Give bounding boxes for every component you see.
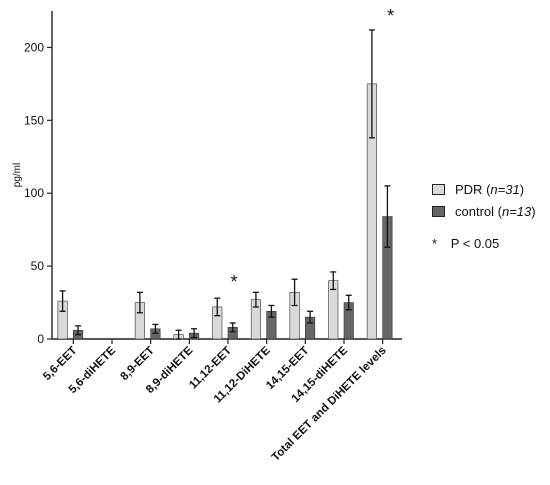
x-tick-label: 8,9-EET xyxy=(118,345,156,383)
legend-label-control: control (n=13) xyxy=(455,203,536,219)
significance-star: * xyxy=(230,272,237,292)
legend-item-pdr: PDR (n=31) xyxy=(432,178,536,200)
significance-note-marker: * xyxy=(432,236,438,251)
y-tick-label: 50 xyxy=(31,259,45,273)
significance-note-text: P < 0.05 xyxy=(450,236,500,251)
y-tick-label: 150 xyxy=(24,113,44,127)
significance-note: * P < 0.05 xyxy=(432,236,499,251)
legend: PDR (n=31) control (n=13) xyxy=(432,178,536,222)
y-axis-label: pg/ml xyxy=(12,163,23,187)
y-tick-label: 0 xyxy=(37,332,44,346)
legend-item-control: control (n=13) xyxy=(432,200,536,222)
legend-label-pdr: PDR (n=31) xyxy=(455,181,525,197)
y-tick-label: 200 xyxy=(24,40,44,54)
y-tick-label: 100 xyxy=(24,186,44,200)
significance-star: * xyxy=(387,6,394,26)
legend-swatch-pdr xyxy=(432,183,445,195)
legend-swatch-control xyxy=(432,205,445,217)
x-tick-label: 5,6-EET xyxy=(41,345,79,383)
